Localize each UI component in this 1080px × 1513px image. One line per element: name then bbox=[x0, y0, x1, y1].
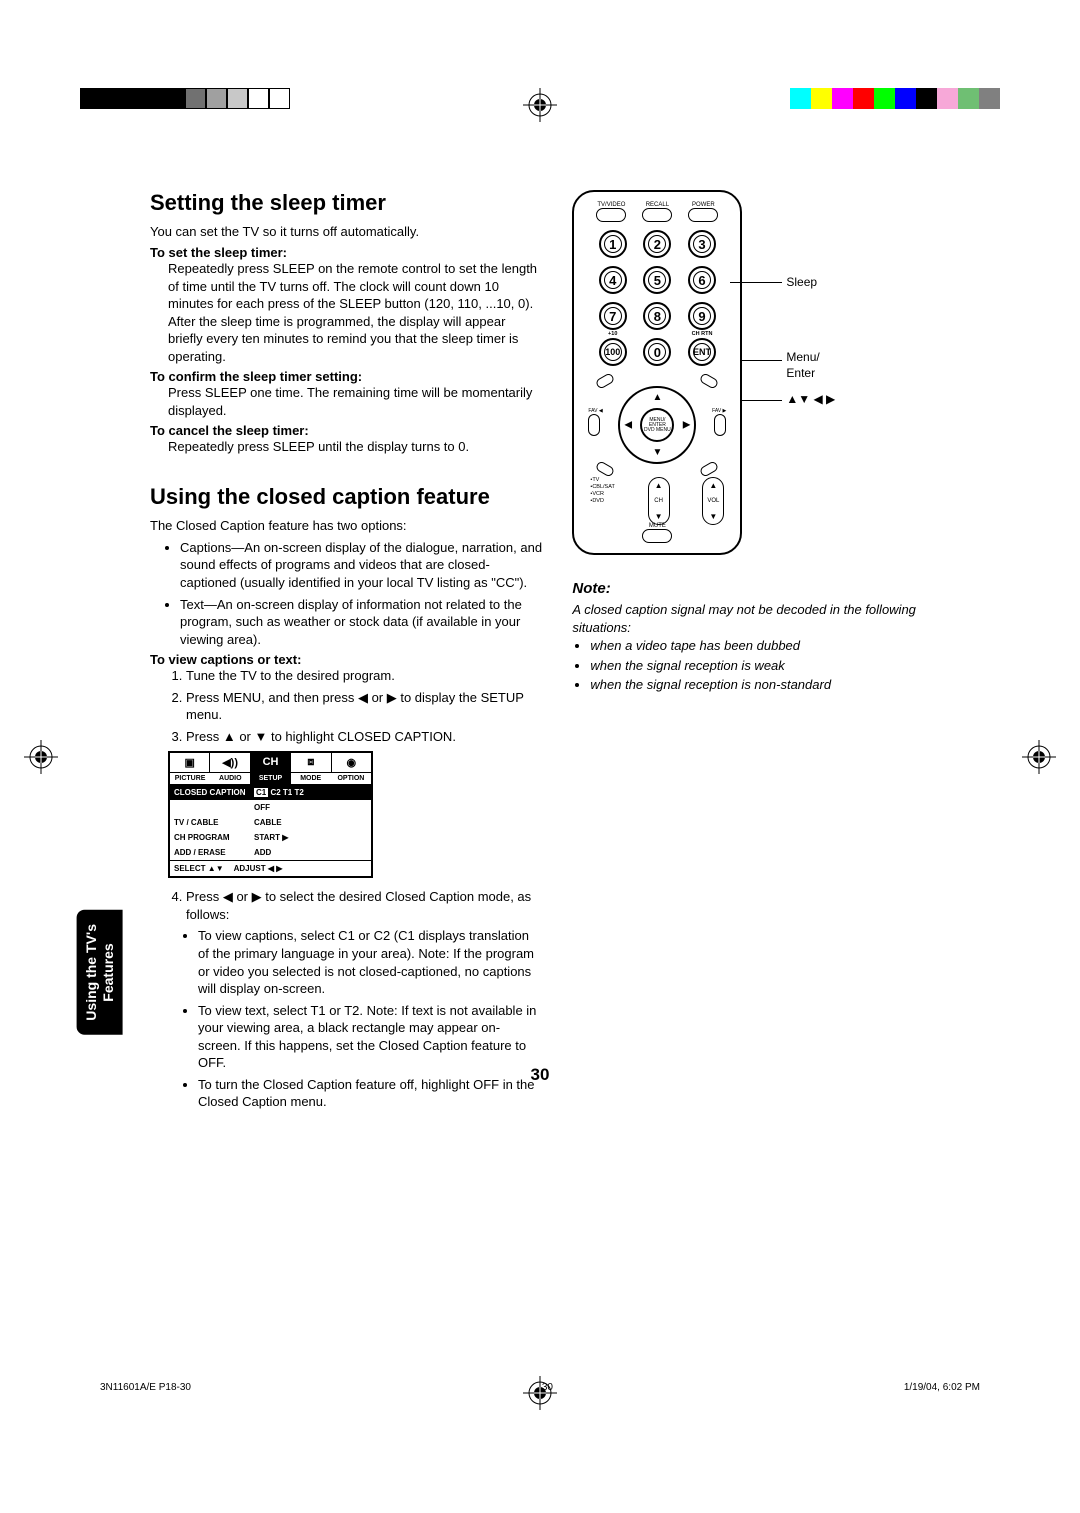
fav-label-r: FAV ▶ bbox=[712, 408, 726, 414]
step-1: Tune the TV to the desired program. bbox=[186, 667, 542, 685]
footer-mid: 30 bbox=[542, 1382, 553, 1393]
section1-title: Setting the sleep timer bbox=[150, 190, 542, 216]
corner-btn-bl bbox=[595, 460, 616, 478]
osd-icon-audio: ◀)) bbox=[210, 753, 250, 772]
callout-line-menu bbox=[742, 360, 782, 361]
section2-b1: Captions—An on-screen display of the dia… bbox=[180, 539, 542, 592]
crop-mark-left bbox=[24, 740, 58, 774]
vol-rocker: VOL bbox=[702, 477, 724, 525]
crop-mark-right bbox=[1022, 740, 1056, 774]
fav-left-btn bbox=[588, 414, 600, 436]
fav-label-l: FAV ◀ bbox=[588, 408, 602, 414]
note-heading: Note: bbox=[572, 580, 930, 597]
section2-h1: To view captions or text: bbox=[150, 652, 542, 667]
section-tab: Using the TV's Features bbox=[77, 910, 123, 1035]
menu-enter-btn: MENU/ ENTER DVD MENU bbox=[640, 408, 674, 442]
corner-btn-tl bbox=[595, 372, 616, 390]
section1-p2: Press SLEEP one time. The remaining time… bbox=[168, 384, 542, 419]
note-b1: when a video tape has been dubbed bbox=[590, 636, 930, 656]
osd-icon-picture: ▣ bbox=[170, 753, 210, 772]
ch-rocker: CH bbox=[648, 477, 670, 525]
step-4: Press ◀ or ▶ to select the desired Close… bbox=[186, 888, 542, 923]
note-intro: A closed caption signal may not be decod… bbox=[572, 601, 930, 636]
note-b3: when the signal reception is non-standar… bbox=[590, 675, 930, 695]
step-2: Press MENU, and then press ◀ or ▶ to dis… bbox=[186, 689, 542, 724]
footer-left: 3N11601A/E P18-30 bbox=[100, 1382, 191, 1393]
page-number: 30 bbox=[531, 1065, 550, 1085]
section2-title: Using the closed caption feature bbox=[150, 484, 542, 510]
corner-btn-tr bbox=[699, 372, 720, 390]
callout-arrows: ▲▼ ◀ ▶ bbox=[786, 392, 835, 408]
callout-line-arrows bbox=[742, 400, 782, 401]
section1-h3: To cancel the sleep timer: bbox=[150, 423, 542, 438]
osd-icon-setup: CH bbox=[251, 753, 291, 772]
section1-h1: To set the sleep timer: bbox=[150, 245, 542, 260]
osd-icon-mode: ⧈ bbox=[291, 753, 331, 772]
remote-illustration: TV/VIDEORECALLPOWER 123456789100+100ENTC… bbox=[572, 190, 930, 570]
callout-menu: Menu/ Enter bbox=[786, 350, 819, 381]
nested-2: To view text, select T1 or T2. Note: If … bbox=[198, 1002, 542, 1072]
page-content: Setting the sleep timer You can set the … bbox=[150, 190, 930, 1115]
nested-1: To view captions, select C1 or C2 (C1 di… bbox=[198, 927, 542, 997]
section2-b2: Text—An on-screen display of information… bbox=[180, 596, 542, 649]
crop-mark-top bbox=[523, 88, 557, 122]
corner-btn-br bbox=[699, 460, 720, 478]
section1-p1: Repeatedly press SLEEP on the remote con… bbox=[168, 260, 542, 365]
section2-intro: The Closed Caption feature has two optio… bbox=[150, 518, 542, 533]
nested-3: To turn the Closed Caption feature off, … bbox=[198, 1076, 542, 1111]
footer-right: 1/19/04, 6:02 PM bbox=[904, 1382, 980, 1393]
section1-h2: To confirm the sleep timer setting: bbox=[150, 369, 542, 384]
footer: 3N11601A/E P18-30 30 1/19/04, 6:02 PM bbox=[100, 1382, 980, 1393]
section1-intro: You can set the TV so it turns off autom… bbox=[150, 224, 542, 239]
fav-right-btn bbox=[714, 414, 726, 436]
osd-menu: ▣ ◀)) CH ⧈ ◉ PICTUREAUDIOSETUPMODEOPTION… bbox=[168, 751, 373, 878]
osd-icon-option: ◉ bbox=[332, 753, 371, 772]
mute-btn: MUTE bbox=[642, 523, 672, 543]
callout-line-sleep bbox=[730, 282, 782, 283]
callout-sleep: Sleep bbox=[786, 275, 817, 291]
osd-foot-adjust: ADJUST ◀ ▶ bbox=[234, 864, 283, 873]
step-3: Press ▲ or ▼ to highlight CLOSED CAPTION… bbox=[186, 728, 542, 746]
note-b2: when the signal reception is weak bbox=[590, 656, 930, 676]
mode-list: •TV•CBL/SAT•VCR•DVD bbox=[590, 477, 614, 525]
section1-p3: Repeatedly press SLEEP until the display… bbox=[168, 438, 542, 456]
osd-foot-select: SELECT ▲▼ bbox=[174, 864, 224, 873]
